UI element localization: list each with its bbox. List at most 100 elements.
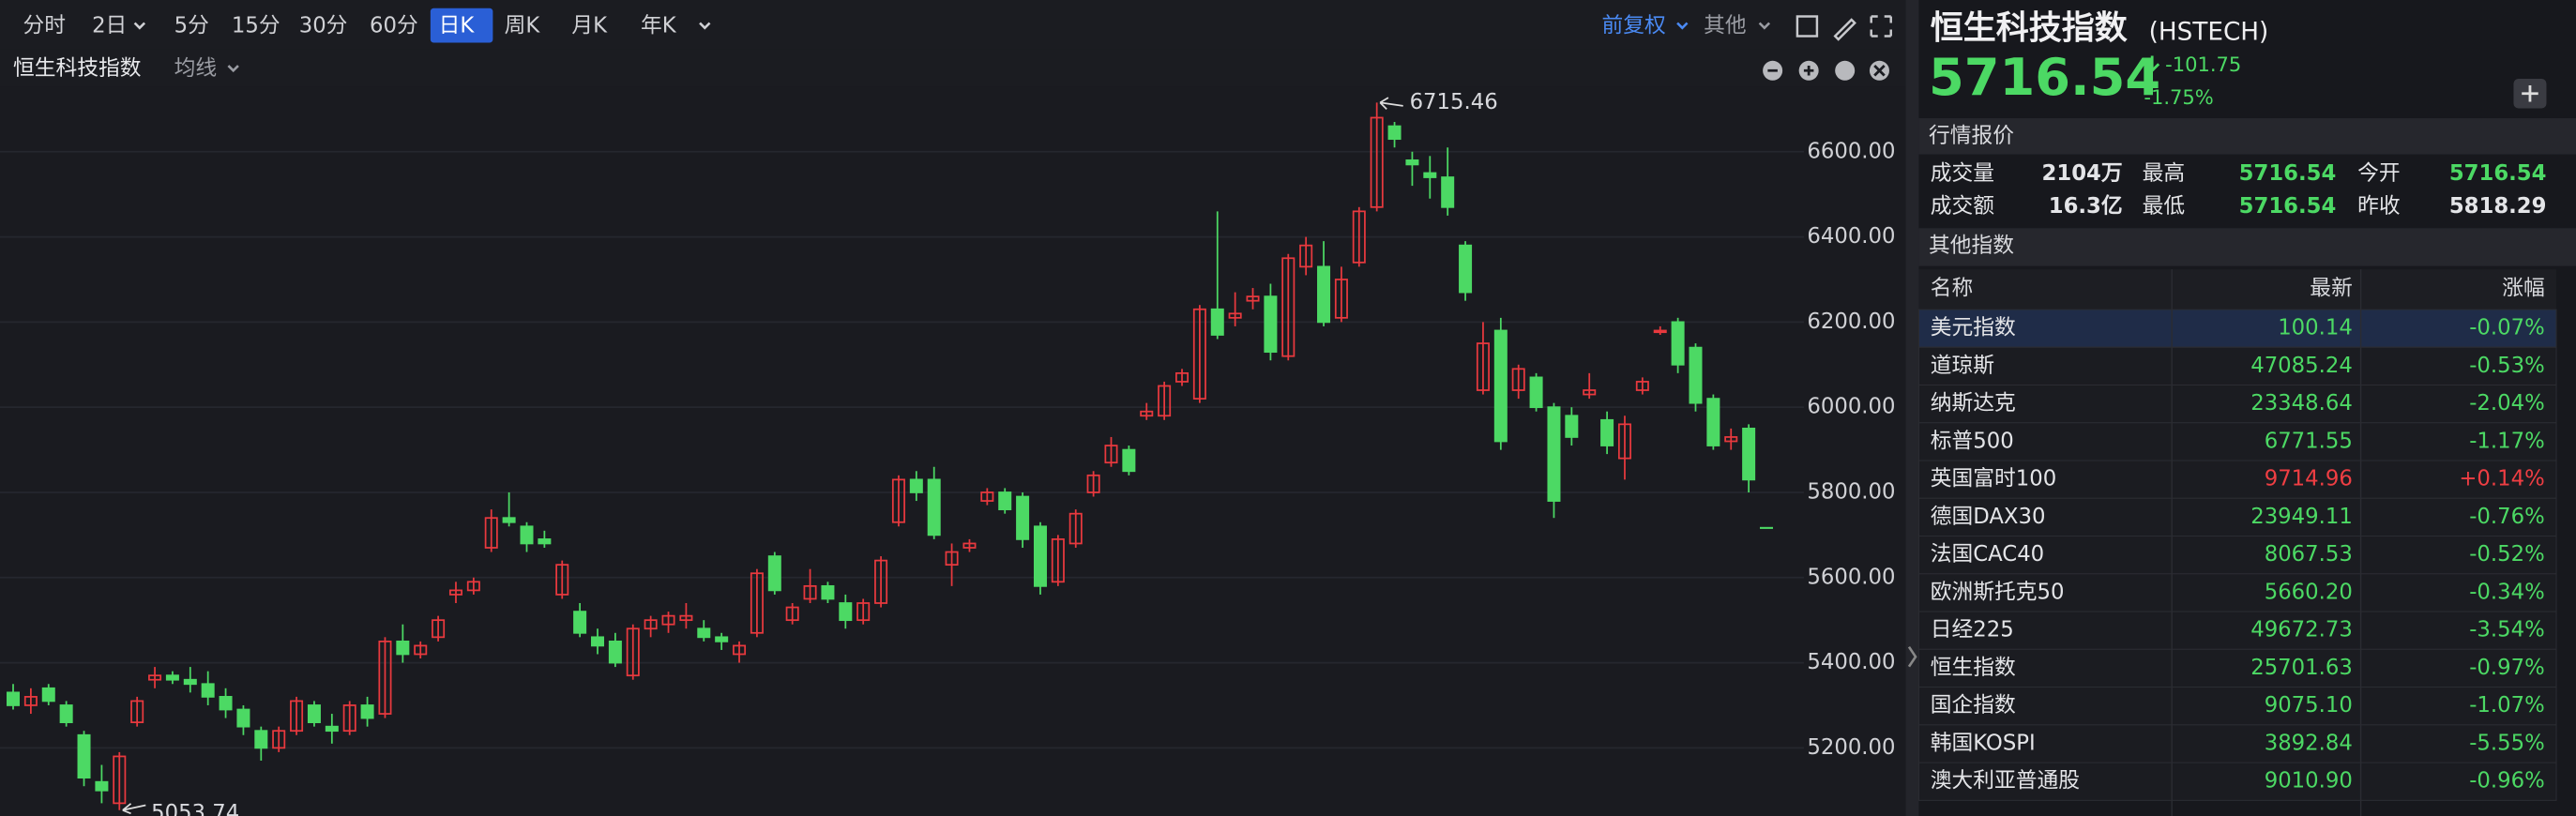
candle-body — [1617, 423, 1631, 460]
table-row[interactable] — [1917, 422, 2557, 461]
candle-body — [1511, 368, 1525, 391]
table-row[interactable] — [1917, 346, 2557, 386]
period-tab[interactable]: 30分 — [299, 14, 348, 38]
draw-icon[interactable] — [1833, 18, 1856, 41]
index-name: 澳大利亚普通股 — [1931, 769, 2080, 793]
divider[interactable] — [1905, 0, 1919, 816]
candle-body — [1352, 210, 1366, 264]
candle-body — [1334, 279, 1348, 319]
adjust-menu[interactable]: 前复权 — [1601, 14, 1666, 38]
period-tab[interactable]: 月K — [571, 14, 608, 38]
candle-body — [591, 636, 605, 647]
table-row[interactable] — [1917, 648, 2557, 688]
candle-body — [1600, 418, 1614, 446]
candles: 5200.00 5400.00 5600.00 5800.00 6000.00 6200.… — [0, 97, 1896, 815]
candle-body — [608, 640, 622, 664]
caret — [699, 22, 711, 30]
candle-body — [767, 555, 781, 592]
period-tab[interactable]: 周K — [505, 14, 541, 38]
index-last: 9714.96 — [2265, 467, 2353, 491]
candle-body — [1547, 406, 1561, 502]
layout-icon[interactable] — [1796, 15, 1819, 38]
high-label: 6715.46 — [1410, 90, 1498, 114]
candle-body — [325, 725, 339, 733]
index-name: 国企指数 — [1931, 693, 2016, 718]
candle-body — [1689, 346, 1703, 404]
index-name: 恒生指数 — [1931, 656, 2016, 680]
market-title: 行情报价 — [1929, 124, 2014, 148]
market-label: 昨收 — [2357, 194, 2401, 219]
section-header — [1918, 228, 2576, 266]
period-tab[interactable]: 15分 — [232, 14, 280, 38]
candle-body — [1583, 389, 1597, 396]
market-label: 最高 — [2143, 161, 2186, 186]
active-tab — [430, 8, 493, 43]
index-change: +0.14% — [2459, 467, 2544, 491]
candle-body — [821, 584, 835, 600]
fullscreen-icon[interactable] — [1870, 15, 1892, 38]
period-tab[interactable]: 2日 — [92, 14, 127, 38]
candle-body — [113, 755, 127, 805]
quote-price: 5716.54 — [1929, 48, 2160, 107]
candle-body — [1140, 410, 1154, 417]
other-menu[interactable]: 其他 — [1704, 14, 1747, 38]
index-name: 法国CAC40 — [1931, 542, 2044, 567]
candle-body — [1493, 329, 1508, 443]
candle-body — [715, 636, 729, 642]
candle-body — [432, 619, 446, 639]
candle-body — [679, 614, 693, 622]
index-name: 纳斯达克 — [1931, 391, 2016, 416]
candle-body — [148, 674, 162, 681]
period-tab[interactable]: 分时 — [23, 14, 67, 38]
table-row[interactable] — [1917, 573, 2557, 612]
table-row[interactable] — [1917, 762, 2557, 801]
index-change: -1.17% — [2469, 429, 2545, 453]
table-row[interactable] — [1917, 384, 2557, 424]
candle-body — [1068, 512, 1083, 545]
table-row[interactable] — [1917, 611, 2557, 650]
index-last: 25701.63 — [2250, 656, 2353, 680]
table-row[interactable] — [1917, 536, 2557, 575]
collapse-arrow[interactable] — [1907, 645, 1917, 668]
candle-body — [360, 704, 374, 719]
period-tab[interactable]: 年K — [641, 14, 677, 38]
index-change: -2.04% — [2469, 391, 2545, 416]
index-last: 3892.84 — [2265, 731, 2353, 755]
indicator-menu[interactable]: 均线 — [174, 56, 218, 81]
table-header-bg — [1918, 269, 2556, 310]
y-tick-label: 5800.00 — [1807, 479, 1895, 504]
candle-body — [254, 730, 268, 749]
y-tick-label: 5200.00 — [1807, 735, 1895, 760]
index-name: 日经225 — [1931, 618, 2014, 642]
market-value: 16.3亿 — [2049, 194, 2123, 219]
y-tick-label: 6200.00 — [1807, 310, 1895, 334]
candle-body — [1264, 295, 1278, 354]
candle-body — [165, 674, 179, 681]
candle-body — [1423, 172, 1437, 178]
quote-code: (HSTECH) — [2149, 19, 2269, 47]
candle-body — [733, 644, 747, 656]
candle-body — [1086, 474, 1100, 493]
index-name: 欧洲斯托克50 — [1931, 580, 2065, 604]
table-row[interactable] — [1917, 687, 2557, 726]
plus — [2522, 85, 2538, 102]
candle-body — [201, 683, 215, 698]
chart-title: 恒生科技指数 — [13, 56, 142, 81]
candle-body — [41, 687, 55, 703]
candle-body — [378, 640, 392, 715]
index-last: 100.14 — [2278, 316, 2353, 340]
period-tab[interactable]: 60分 — [370, 14, 418, 38]
index-name: 道琼斯 — [1931, 354, 1994, 378]
market-value: 5818.29 — [2449, 194, 2547, 219]
index-change: -0.53% — [2469, 354, 2545, 378]
market-rows: 成交量 2104万 最高 5716.54 今开 5716.54 成交额 16.3亿 最低 5716… — [1931, 161, 2547, 219]
caret — [1676, 22, 1689, 30]
index-name: 美元指数 — [1931, 316, 2016, 340]
index-last: 9010.90 — [2265, 769, 2353, 793]
period-tab[interactable]: 日K — [439, 14, 476, 38]
index-change: -0.97% — [2469, 656, 2545, 680]
settings[interactable] — [1835, 60, 1856, 81]
index-change: -0.76% — [2469, 505, 2545, 529]
period-tab[interactable]: 5分 — [174, 14, 209, 38]
